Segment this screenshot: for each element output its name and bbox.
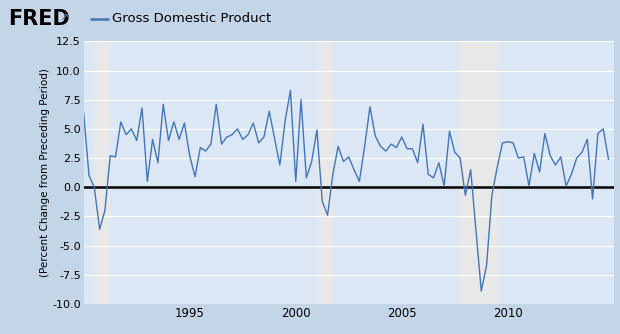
Bar [317, 41, 333, 304]
Text: FRED: FRED [8, 9, 70, 29]
Bar [94, 41, 110, 304]
Text: ↗: ↗ [58, 13, 69, 23]
Bar [460, 41, 497, 304]
Y-axis label: (Percent Change from Preceding Period): (Percent Change from Preceding Period) [40, 68, 50, 277]
Text: Gross Domestic Product: Gross Domestic Product [112, 12, 271, 25]
